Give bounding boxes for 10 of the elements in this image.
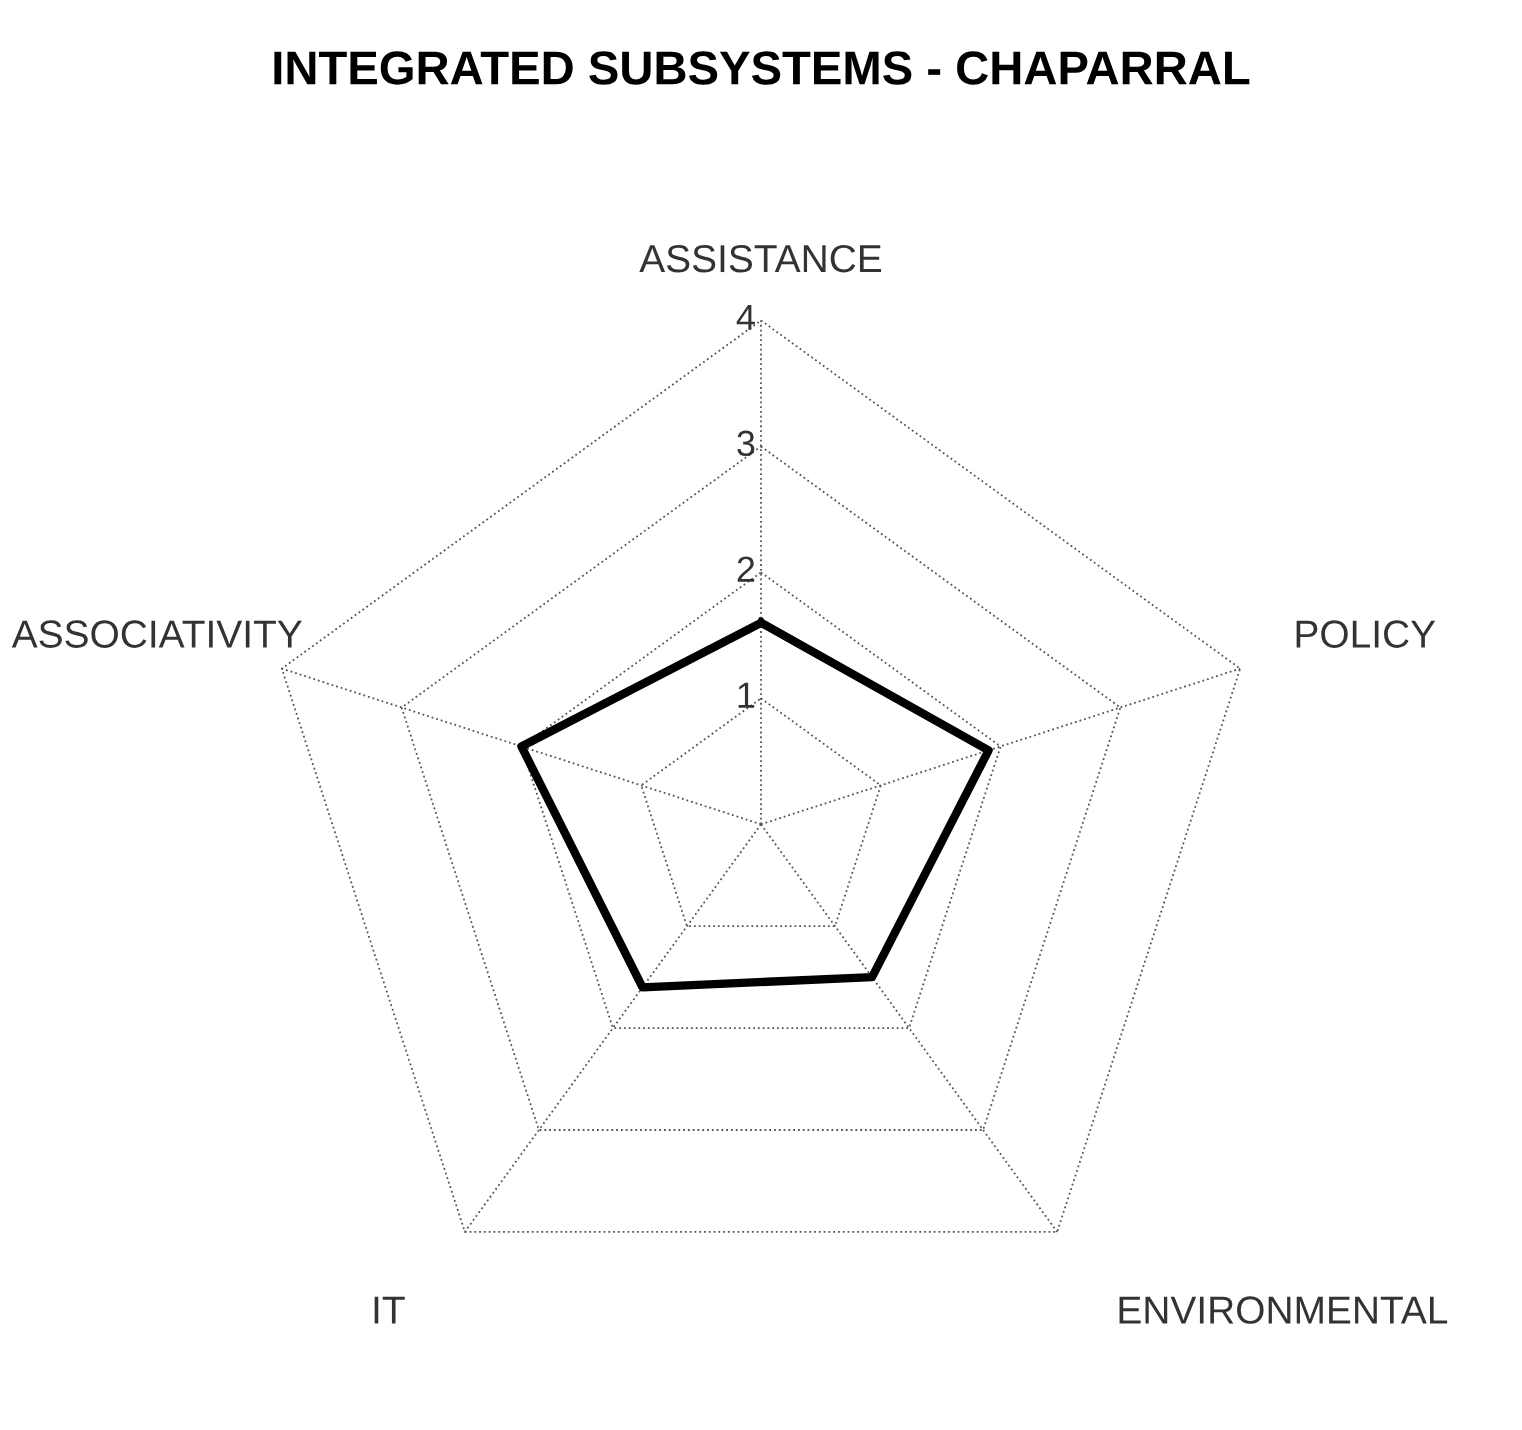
y-tick-label: 1 <box>738 682 755 708</box>
spoke-label: ENVIRONMENTAL <box>1119 1296 1448 1324</box>
y-tick-label: 3 <box>737 430 755 457</box>
spoke-label: POLICY <box>1296 620 1436 648</box>
chart-title: INTEGRATED SUBSYSTEMS - CHAPARRAL <box>274 51 1250 85</box>
spoke-label: ASSOCIATIVITY <box>11 620 302 648</box>
y-tick-label: 4 <box>736 304 755 330</box>
spoke-label: ASSISTANCE <box>639 244 882 273</box>
y-tick-label: 2 <box>737 556 755 582</box>
spoke-label: IT <box>374 1296 405 1324</box>
